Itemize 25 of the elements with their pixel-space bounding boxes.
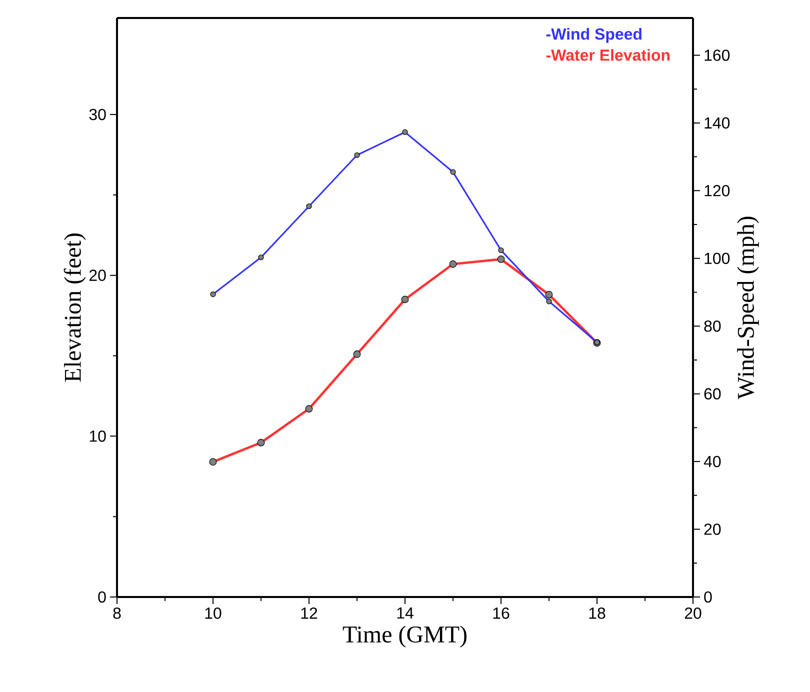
- y2-tick-label: 120: [704, 185, 730, 196]
- text: -Water Elevation: [546, 49, 670, 61]
- x-tick-label: 10: [205, 608, 222, 619]
- x-tick-label: 18: [589, 608, 606, 619]
- x-tick-label: 20: [684, 608, 702, 619]
- y2-tick-label: 60: [704, 388, 721, 400]
- y-tick-label: 0: [98, 591, 106, 603]
- y2-tick-label: 100: [704, 252, 730, 264]
- y-tick-label: 30: [89, 108, 106, 120]
- y-tick-label: 20: [89, 270, 106, 281]
- text: -Wind Speed: [546, 28, 642, 43]
- y2-tick-label: 160: [704, 50, 730, 61]
- y2-tick-label: 80: [704, 320, 721, 332]
- y2-tick-label: 40: [704, 456, 721, 468]
- y2-tick-label: 140: [704, 117, 730, 129]
- x-tick-label: 12: [301, 608, 318, 619]
- x-tick-label: 16: [493, 608, 510, 619]
- x-tick-label: 14: [397, 608, 414, 619]
- y-tick-label: 10: [90, 430, 106, 442]
- x-axis-title: Time (GMT): [342, 626, 466, 648]
- x-tick-label: 8: [113, 608, 121, 619]
- y2-tick-label: 20: [704, 524, 721, 535]
- y-axis-title: Elevation (feet): [64, 234, 86, 382]
- y2-axis-title: Wind-Speed (mph): [737, 216, 759, 400]
- y2-tick-label: 0: [704, 591, 712, 603]
